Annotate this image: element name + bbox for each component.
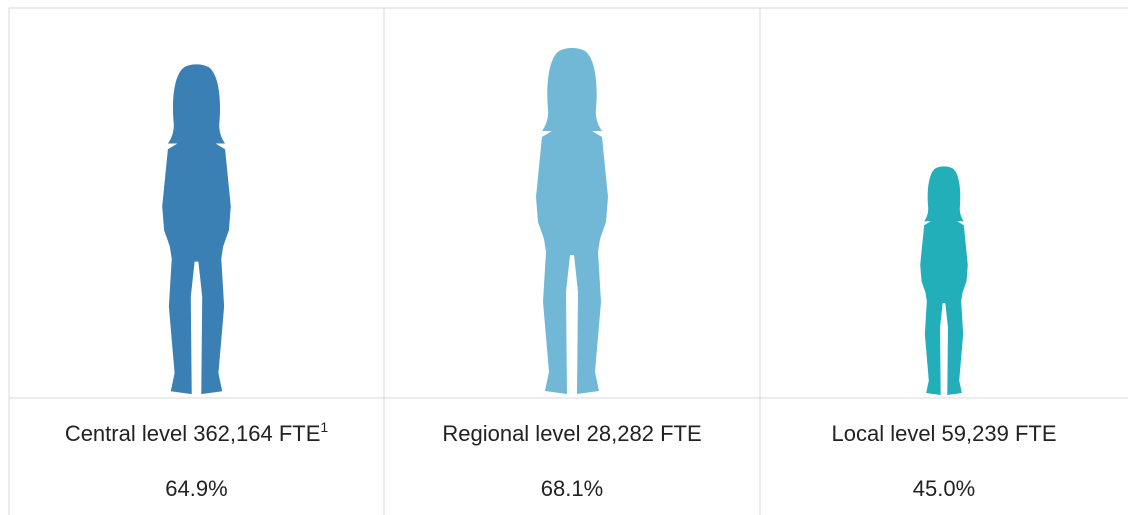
value-label: 64.9%: [165, 476, 227, 501]
value-label: 68.1%: [541, 476, 603, 501]
category-text: Regional level 28,282 FTE: [442, 421, 701, 446]
value-label: 45.0%: [913, 476, 975, 501]
figure-hair: [924, 166, 964, 222]
figure: [920, 166, 968, 396]
figure-body: [162, 137, 231, 395]
category-label: Central level 362,164 FTE1: [65, 419, 329, 446]
footnote-mark: 1: [320, 419, 328, 435]
figure-body: [536, 125, 608, 394]
figure: [536, 48, 608, 394]
category-label: Regional level 28,282 FTE: [442, 421, 701, 446]
category-label: Local level 59,239 FTE: [831, 421, 1056, 446]
figure-hair: [167, 64, 226, 144]
figure: [162, 64, 231, 395]
category-text: Central level 362,164 FTE: [65, 421, 321, 446]
category-text: Local level 59,239 FTE: [831, 421, 1056, 446]
figure-body: [920, 217, 968, 396]
figure-hair: [542, 48, 602, 131]
